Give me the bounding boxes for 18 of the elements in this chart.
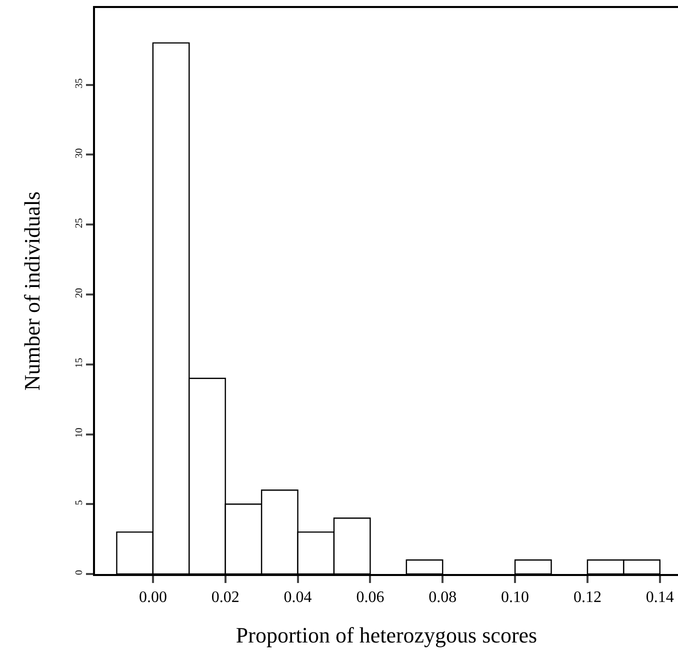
x-axis-title: Proportion of heterozygous scores xyxy=(236,622,538,648)
x-tick-label: 0.02 xyxy=(211,589,240,606)
x-tick-label: 0.04 xyxy=(284,589,312,606)
x-tick-label: 0.06 xyxy=(356,589,384,606)
y-tick-label: 20 xyxy=(74,288,85,298)
y-axis-title: Number of individuals xyxy=(19,191,44,391)
y-tick-label: 30 xyxy=(74,148,85,158)
x-tick-label: 0.14 xyxy=(646,589,674,606)
y-tick-label: 35 xyxy=(74,78,85,88)
y-tick-label: 0 xyxy=(74,570,85,575)
x-tick-label: 0.10 xyxy=(501,589,530,606)
x-tick-label: 0.12 xyxy=(573,589,602,606)
y-tick-label: 25 xyxy=(74,218,85,228)
y-tick-label: 15 xyxy=(74,358,85,368)
x-tick-label: 0.00 xyxy=(138,589,167,606)
y-tick-label: 10 xyxy=(74,428,85,438)
y-tick-label: 5 xyxy=(74,500,85,506)
x-tick-label: 0.08 xyxy=(428,589,457,606)
